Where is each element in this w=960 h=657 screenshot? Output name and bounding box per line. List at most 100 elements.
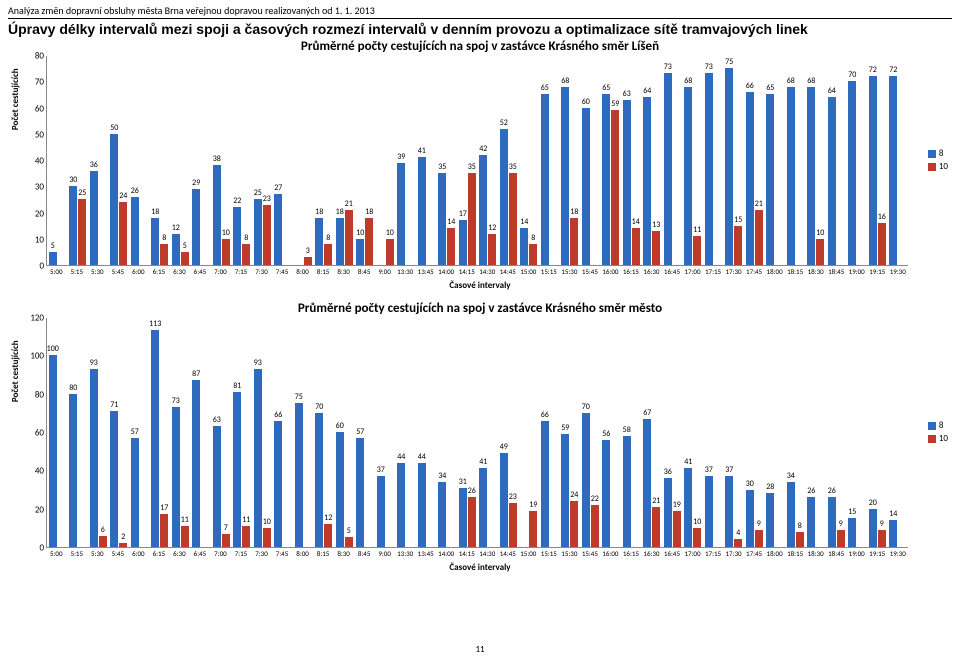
bar-value-label: 81 (233, 381, 241, 391)
bar-series-10: 35 (509, 173, 517, 265)
x-tick: 17:00 (684, 267, 700, 276)
bar-series-10: 18 (365, 218, 373, 265)
bar-value-label: 27 (274, 183, 282, 193)
x-tick: 15:15 (541, 267, 557, 276)
bar-series-8: 100 (49, 355, 57, 547)
bar-group: 125 (170, 234, 191, 266)
x-tick: 16:45 (664, 267, 680, 276)
bar-value-label: 34 (438, 471, 446, 481)
bar-series-10: 24 (570, 501, 578, 547)
bar-value-label: 73 (172, 396, 180, 406)
x-tick: 15:00 (520, 549, 536, 558)
x-tick: 5:45 (112, 267, 125, 276)
bar-series-10: 8 (242, 244, 250, 265)
bar-group: 37 (703, 476, 724, 547)
bar-value-label: 60 (582, 97, 590, 107)
bar-value-label: 59 (611, 99, 619, 109)
bar-group: 15 (847, 518, 868, 547)
x-tick: 15:45 (582, 267, 598, 276)
bar-group: 4212 (478, 155, 499, 265)
bar-value-label: 30 (746, 479, 754, 489)
bar-series-8: 65 (766, 94, 774, 265)
y-tick: 70 (24, 77, 44, 88)
bar-group: 68 (785, 87, 806, 266)
bar-series-8: 68 (561, 87, 569, 266)
x-tick: 17:45 (746, 549, 762, 558)
bar-value-label: 9 (880, 519, 884, 529)
bar-series-10: 10 (222, 239, 230, 265)
bar-value-label: 14 (520, 217, 528, 227)
page-number: 11 (475, 644, 484, 655)
bar-series-8: 5 (49, 252, 57, 265)
x-tick: 14:30 (479, 267, 495, 276)
report-header: Analýza změn dopravní obsluhy města Brna… (8, 4, 952, 19)
x-tick: 16:30 (643, 267, 659, 276)
bar-group: 100 (47, 355, 68, 547)
bar-value-label: 14 (447, 217, 455, 227)
bar-series-8: 18 (315, 218, 323, 265)
bar-group: 188 (150, 218, 171, 265)
bar-series-8: 41 (479, 468, 487, 547)
x-tick: 17:30 (726, 267, 742, 276)
x-tick: 19:00 (849, 549, 865, 558)
bar-value-label: 73 (705, 62, 713, 72)
bar-value-label: 80 (69, 383, 77, 393)
x-tick: 14:45 (500, 549, 516, 558)
chart-title: Průměrné počty cestujících na spoj v zas… (8, 301, 952, 316)
bar-series-10: 23 (263, 205, 271, 265)
y-tick: 50 (24, 129, 44, 140)
y-tick: 0 (24, 543, 44, 554)
bar-series-10: 17 (160, 514, 168, 547)
x-tick: 7:15 (235, 549, 248, 558)
x-tick: 15:30 (561, 267, 577, 276)
bar-value-label: 42 (479, 144, 487, 154)
bar-group: 5924 (560, 434, 581, 547)
bar-series-10: 7 (222, 534, 230, 547)
bar-series-10: 8 (324, 244, 332, 265)
bar-group: 6810 (806, 87, 827, 266)
x-tick: 6:30 (173, 549, 186, 558)
bar-series-8: 34 (787, 482, 795, 547)
bar-series-8: 25 (254, 199, 262, 265)
bar-series-8: 93 (90, 369, 98, 547)
bar-group: 44 (416, 463, 437, 547)
bar-group: 7012 (314, 413, 335, 547)
bar-value-label: 9 (757, 519, 761, 529)
bar-value-label: 8 (531, 233, 535, 243)
x-tick: 14:30 (479, 549, 495, 558)
bar-series-10: 3 (304, 257, 312, 265)
bar-value-label: 10 (356, 228, 364, 238)
bar-group: 7216 (867, 76, 888, 265)
bar-series-8: 68 (807, 87, 815, 266)
bar-value-label: 25 (78, 188, 86, 198)
bar-value-label: 11 (242, 515, 250, 525)
bar-series-8: 70 (315, 413, 323, 547)
bar-series-8: 72 (869, 76, 877, 265)
x-tick: 5:00 (50, 267, 63, 276)
bar-value-label: 21 (755, 199, 763, 209)
bar-value-label: 10 (222, 228, 230, 238)
x-tick: 14:00 (438, 549, 454, 558)
bar-series-8: 58 (623, 436, 631, 547)
bar-series-8: 30 (69, 186, 77, 265)
bar-series-8: 14 (520, 228, 528, 265)
bar-series-10: 21 (652, 507, 660, 547)
bar-value-label: 60 (336, 421, 344, 431)
bar-value-label: 18 (151, 207, 159, 217)
bar-value-label: 67 (643, 408, 651, 418)
bar-group: 27 (273, 194, 294, 265)
bar-group: 2523 (252, 199, 273, 265)
bar-series-8: 70 (848, 81, 856, 265)
bar-series-10: 4 (734, 539, 742, 547)
bar-value-label: 8 (326, 233, 330, 243)
bar-value-label: 44 (397, 452, 405, 462)
bar-series-8: 87 (192, 380, 200, 547)
bar-value-label: 30 (69, 175, 77, 185)
bar-value-label: 24 (570, 490, 578, 500)
bar-series-10: 16 (878, 223, 886, 265)
bar-series-8: 12 (172, 234, 180, 266)
x-tick: 6:00 (132, 549, 145, 558)
bar-group: 41 (416, 157, 437, 265)
bar-value-label: 75 (725, 57, 733, 67)
y-tick: 60 (24, 103, 44, 114)
